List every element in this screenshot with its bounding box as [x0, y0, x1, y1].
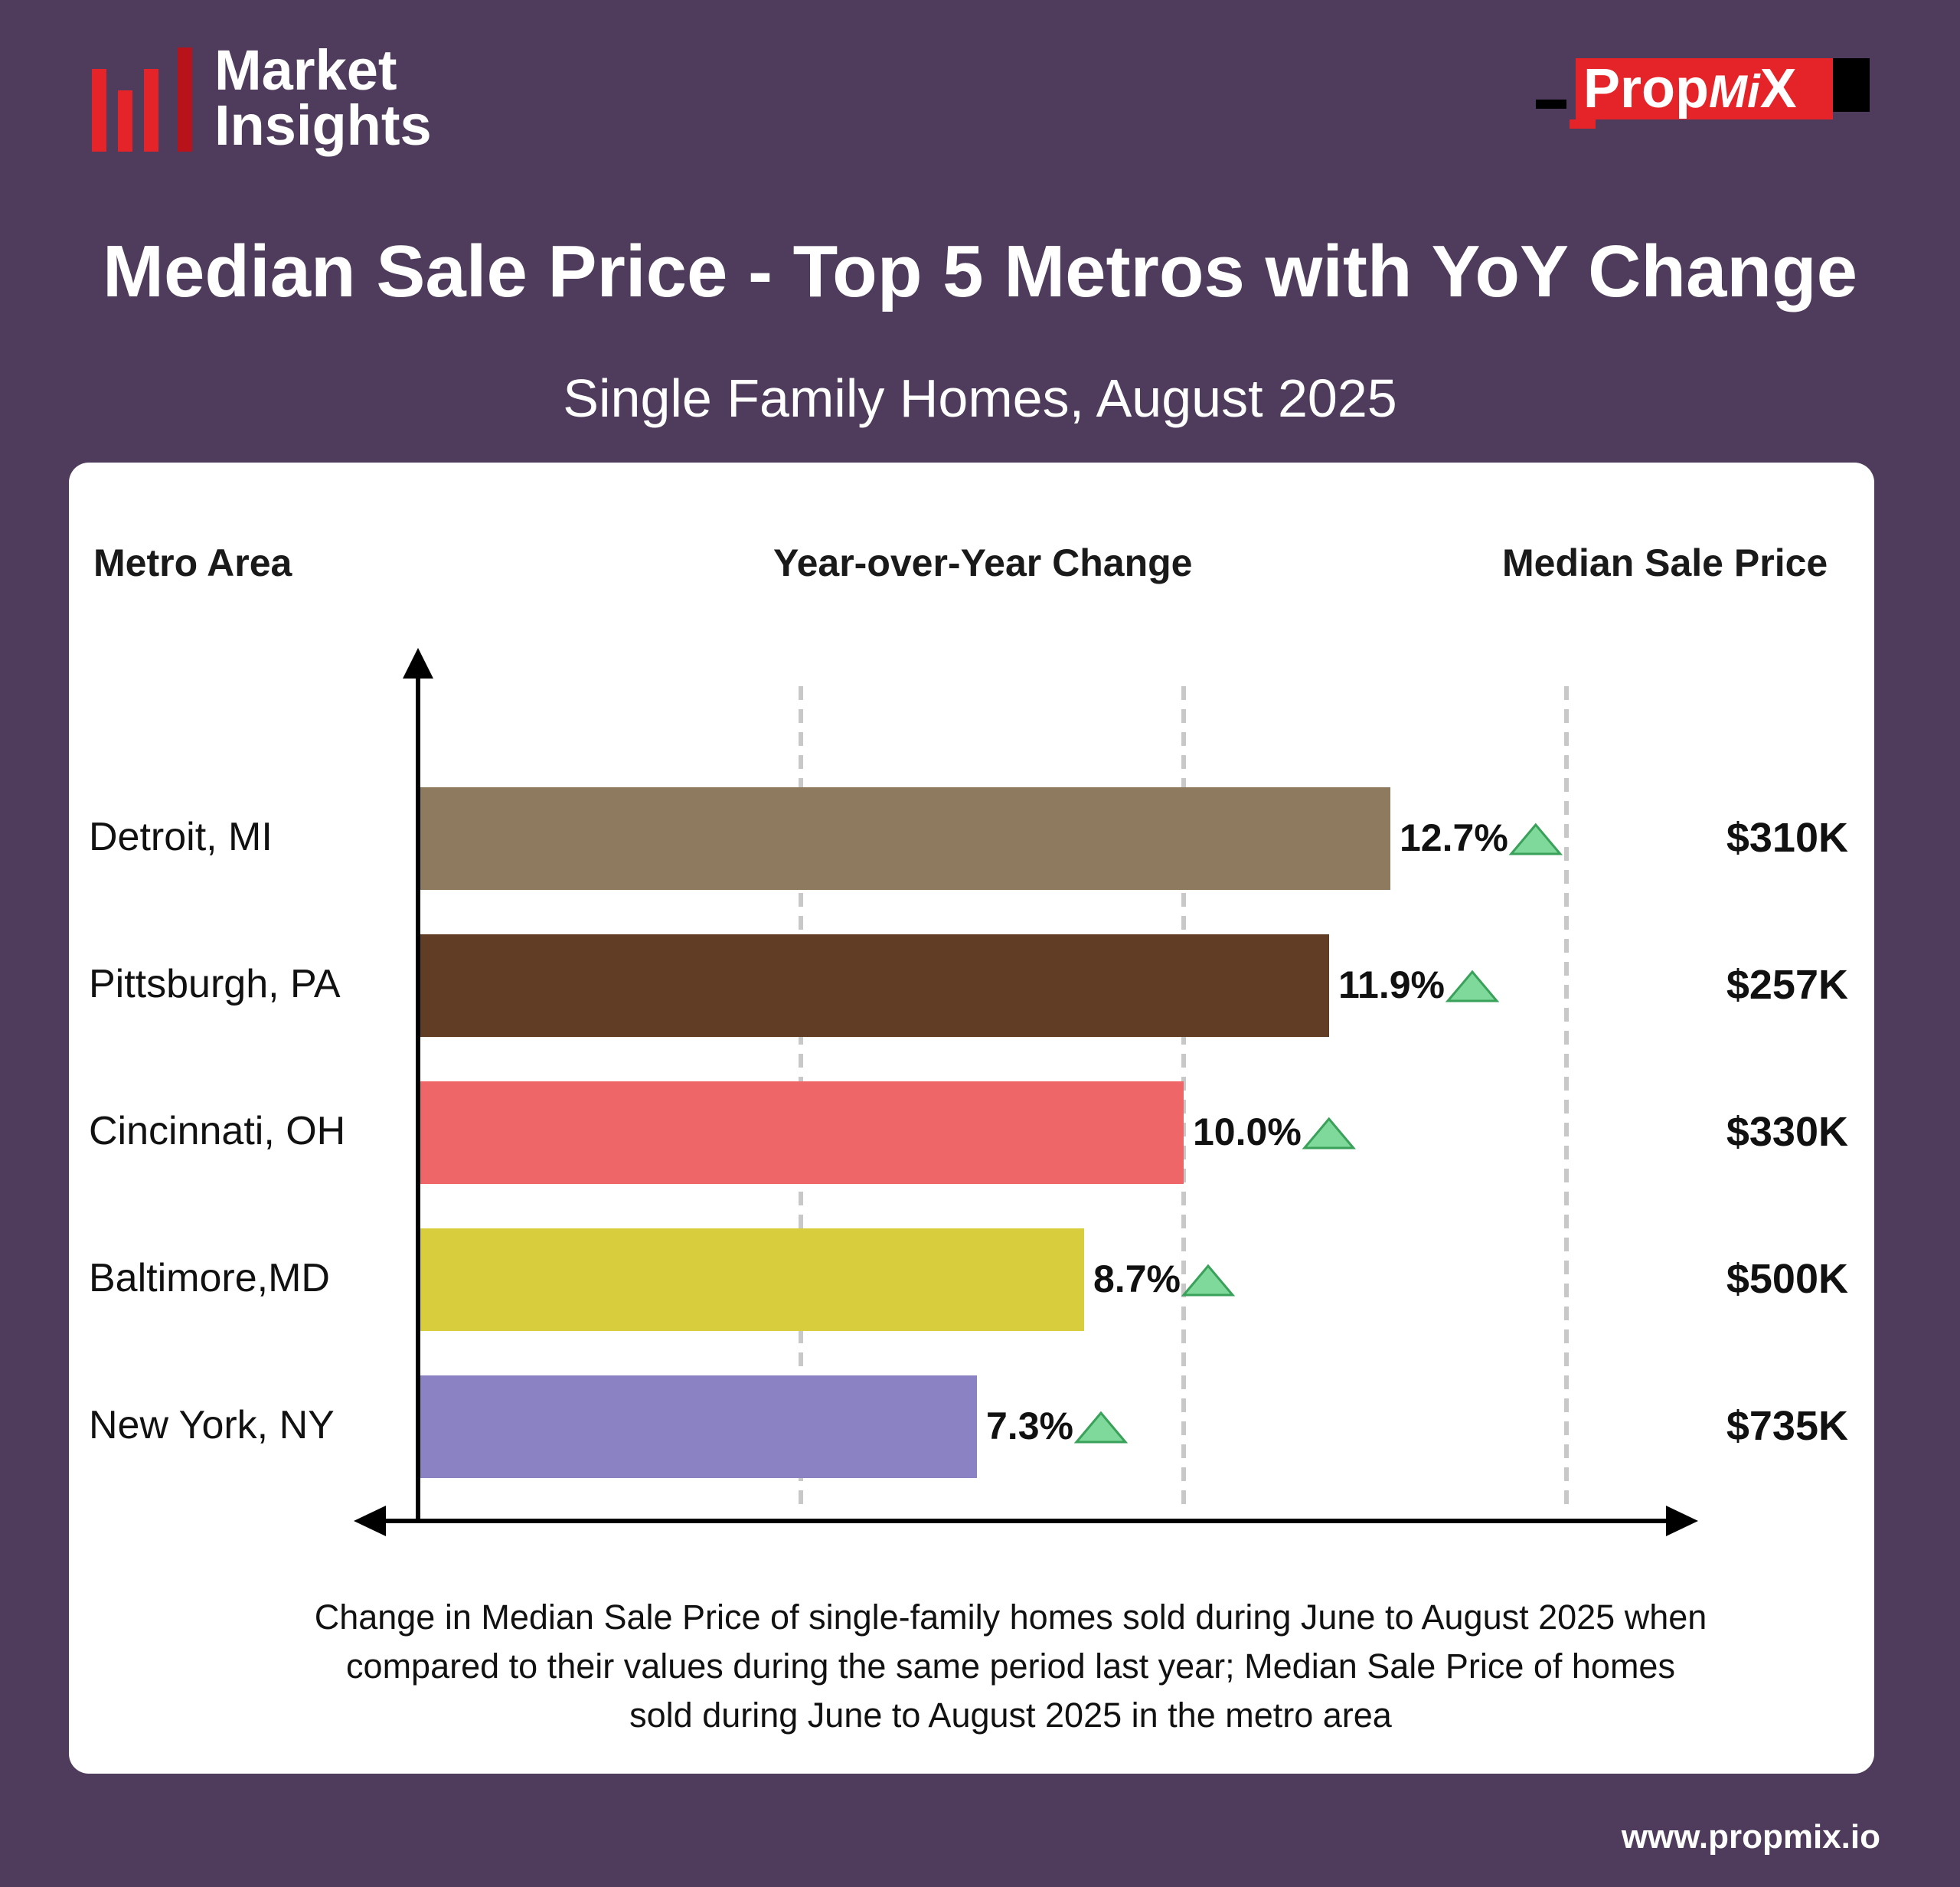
column-header-price: Median Sale Price: [1502, 541, 1828, 584]
bar: [418, 1081, 1184, 1184]
website-url: www.propmix.io: [1621, 1818, 1880, 1856]
median-price-label: $330K: [1726, 1109, 1848, 1155]
x-axis-left-arrow-icon: [354, 1506, 386, 1536]
metro-label: Baltimore,MD: [89, 1256, 330, 1300]
brand-line-2: Insights: [214, 93, 432, 157]
up-trend-triangle-icon: [1508, 822, 1563, 855]
bar: [418, 1375, 977, 1478]
logo-text: PropMiX: [1583, 61, 1797, 119]
yoy-value-label: 7.3%: [986, 1405, 1073, 1447]
logo-text-prop: Prop: [1583, 58, 1710, 119]
bar: [418, 934, 1329, 1037]
metro-label: Pittsburgh, PA: [89, 962, 341, 1006]
market-insights-bars-icon: [92, 47, 199, 152]
median-price-label: $735K: [1726, 1403, 1848, 1449]
bar: [418, 1228, 1084, 1331]
yoy-value-label: 8.7%: [1093, 1257, 1181, 1300]
median-price-label: $257K: [1726, 962, 1848, 1008]
x-axis-right-arrow-icon: [1666, 1506, 1698, 1536]
footnote: Change in Median Sale Price of single-fa…: [230, 1593, 1792, 1740]
y-axis-arrow-icon: [403, 648, 433, 679]
median-price-label: $310K: [1726, 815, 1848, 861]
brand-bar: [118, 90, 132, 152]
brand-bar: [144, 69, 158, 152]
chart-subtitle: Single Family Homes, August 2025: [563, 368, 1397, 428]
logo-black-block: [1833, 58, 1870, 112]
brand-name: Market Insights: [214, 38, 432, 157]
propmix-logo: PropMiX: [1536, 58, 1870, 129]
up-trend-triangle-icon: [1181, 1264, 1236, 1297]
yoy-value-label: 11.9%: [1338, 963, 1446, 1006]
metro-label: Detroit, MI: [89, 815, 273, 859]
column-header-metro: Metro Area: [93, 541, 292, 584]
column-header-yoy: Year-over-Year Change: [773, 541, 1193, 584]
median-price-label: $500K: [1726, 1256, 1848, 1302]
up-trend-triangle-icon: [1302, 1117, 1357, 1150]
chart-title: Median Sale Price - Top 5 Metros with Yo…: [102, 231, 1858, 312]
brand-bar: [178, 47, 192, 152]
logo-text-mi: Mi: [1709, 66, 1760, 117]
logo-red-block: [1576, 58, 1833, 119]
logo-dash: [1536, 100, 1566, 109]
up-trend-triangle-icon: [1073, 1411, 1129, 1444]
footnote-line-3: sold during June to August 2025 in the m…: [629, 1696, 1392, 1735]
yoy-value-label: 10.0%: [1193, 1110, 1302, 1153]
metro-label: New York, NY: [89, 1403, 335, 1447]
logo-text-x: X: [1759, 58, 1797, 119]
bar: [418, 787, 1390, 890]
brand-line-1: Market: [214, 38, 397, 102]
metro-label: Cincinnati, OH: [89, 1109, 346, 1153]
logo-dash: [1570, 119, 1596, 129]
footnote-line-1: Change in Median Sale Price of single-fa…: [314, 1598, 1707, 1637]
footnote-line-2: compared to their values during the same…: [346, 1647, 1675, 1686]
brand-bar: [92, 69, 106, 152]
up-trend-triangle-icon: [1445, 970, 1500, 1002]
yoy-value-label: 12.7%: [1400, 816, 1508, 859]
